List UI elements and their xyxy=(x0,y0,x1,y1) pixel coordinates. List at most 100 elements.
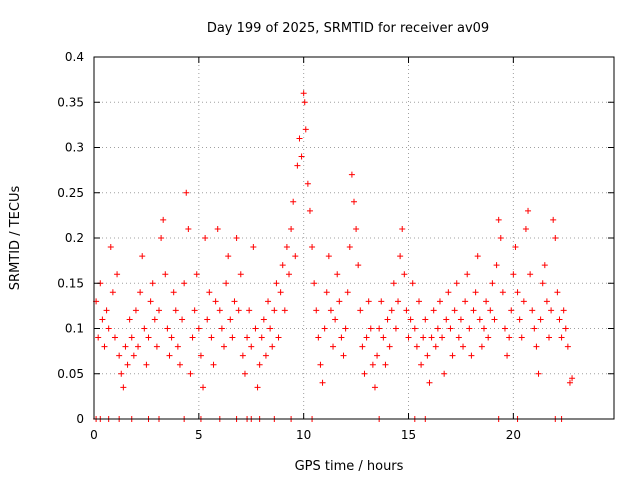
data-point xyxy=(499,289,506,296)
data-point xyxy=(227,316,234,323)
data-point xyxy=(269,343,276,350)
data-point xyxy=(338,334,345,341)
y-axis-label: SRMTID / TECUs xyxy=(8,186,23,291)
data-point xyxy=(428,334,435,341)
data-point xyxy=(543,298,550,305)
data-point xyxy=(212,298,219,305)
data-point xyxy=(489,280,496,287)
data-point xyxy=(359,343,366,350)
data-point xyxy=(239,352,246,359)
data-point xyxy=(283,244,290,251)
data-point xyxy=(101,343,108,350)
data-point xyxy=(325,253,332,260)
data-point xyxy=(376,325,383,332)
data-point xyxy=(460,343,467,350)
data-point xyxy=(447,325,454,332)
data-point xyxy=(455,334,462,341)
data-point xyxy=(541,262,548,269)
data-point xyxy=(103,307,110,314)
data-point xyxy=(527,271,534,278)
data-point xyxy=(439,334,446,341)
data-point xyxy=(200,384,207,391)
y-tick-label: 0.35 xyxy=(57,95,84,109)
data-point xyxy=(130,352,137,359)
data-point xyxy=(340,352,347,359)
data-point xyxy=(384,316,391,323)
data-point xyxy=(449,352,456,359)
data-point xyxy=(164,325,171,332)
data-point xyxy=(246,307,253,314)
data-point xyxy=(550,216,557,223)
data-point xyxy=(378,298,385,305)
data-point xyxy=(334,271,341,278)
data-point xyxy=(434,325,441,332)
data-point xyxy=(525,207,532,214)
data-point xyxy=(504,352,511,359)
data-point xyxy=(135,343,142,350)
data-point xyxy=(374,352,381,359)
data-point xyxy=(470,307,477,314)
data-point xyxy=(281,307,288,314)
data-point xyxy=(151,316,158,323)
data-point xyxy=(292,253,299,260)
data-point xyxy=(304,180,311,187)
data-point xyxy=(235,307,242,314)
data-point xyxy=(558,334,565,341)
data-point xyxy=(168,334,175,341)
data-point xyxy=(388,307,395,314)
data-point xyxy=(342,325,349,332)
data-point xyxy=(141,325,148,332)
data-point xyxy=(267,325,274,332)
data-point xyxy=(518,334,525,341)
data-point xyxy=(560,307,567,314)
data-point xyxy=(160,216,167,223)
data-point xyxy=(483,298,490,305)
data-point xyxy=(153,343,160,350)
y-tick-label: 0.2 xyxy=(65,231,84,245)
data-point xyxy=(556,316,563,323)
data-point xyxy=(346,244,353,251)
data-point xyxy=(399,225,406,232)
data-point xyxy=(277,289,284,296)
data-point xyxy=(535,370,542,377)
data-point xyxy=(344,289,351,296)
data-point xyxy=(397,253,404,260)
data-point xyxy=(311,280,318,287)
x-tick-label: 20 xyxy=(506,428,521,442)
data-point xyxy=(210,361,217,368)
data-point xyxy=(510,271,517,278)
data-point xyxy=(453,280,460,287)
data-point xyxy=(158,235,165,241)
data-point xyxy=(139,253,146,260)
data-point xyxy=(216,307,223,314)
data-point xyxy=(485,334,492,341)
data-point xyxy=(302,126,309,133)
x-axis-label: GPS time / hours xyxy=(295,459,404,474)
data-points xyxy=(93,90,576,422)
data-point xyxy=(170,289,177,296)
data-point xyxy=(430,307,437,314)
data-point xyxy=(348,171,355,178)
data-point xyxy=(380,334,387,341)
data-point xyxy=(214,225,221,232)
data-point xyxy=(248,343,255,350)
data-point xyxy=(288,225,295,232)
data-point xyxy=(363,334,370,341)
data-point xyxy=(478,343,485,350)
data-point xyxy=(367,325,374,332)
data-point xyxy=(290,198,297,205)
data-point xyxy=(497,235,504,241)
data-point xyxy=(166,352,173,359)
data-point xyxy=(294,162,301,169)
data-point xyxy=(512,244,519,251)
data-point xyxy=(256,361,263,368)
data-point xyxy=(416,298,422,305)
data-point xyxy=(218,325,225,332)
data-point xyxy=(244,334,251,341)
data-point xyxy=(189,334,196,341)
data-point xyxy=(462,298,469,305)
data-point xyxy=(298,153,305,160)
data-point xyxy=(258,334,265,341)
data-point xyxy=(552,235,559,241)
